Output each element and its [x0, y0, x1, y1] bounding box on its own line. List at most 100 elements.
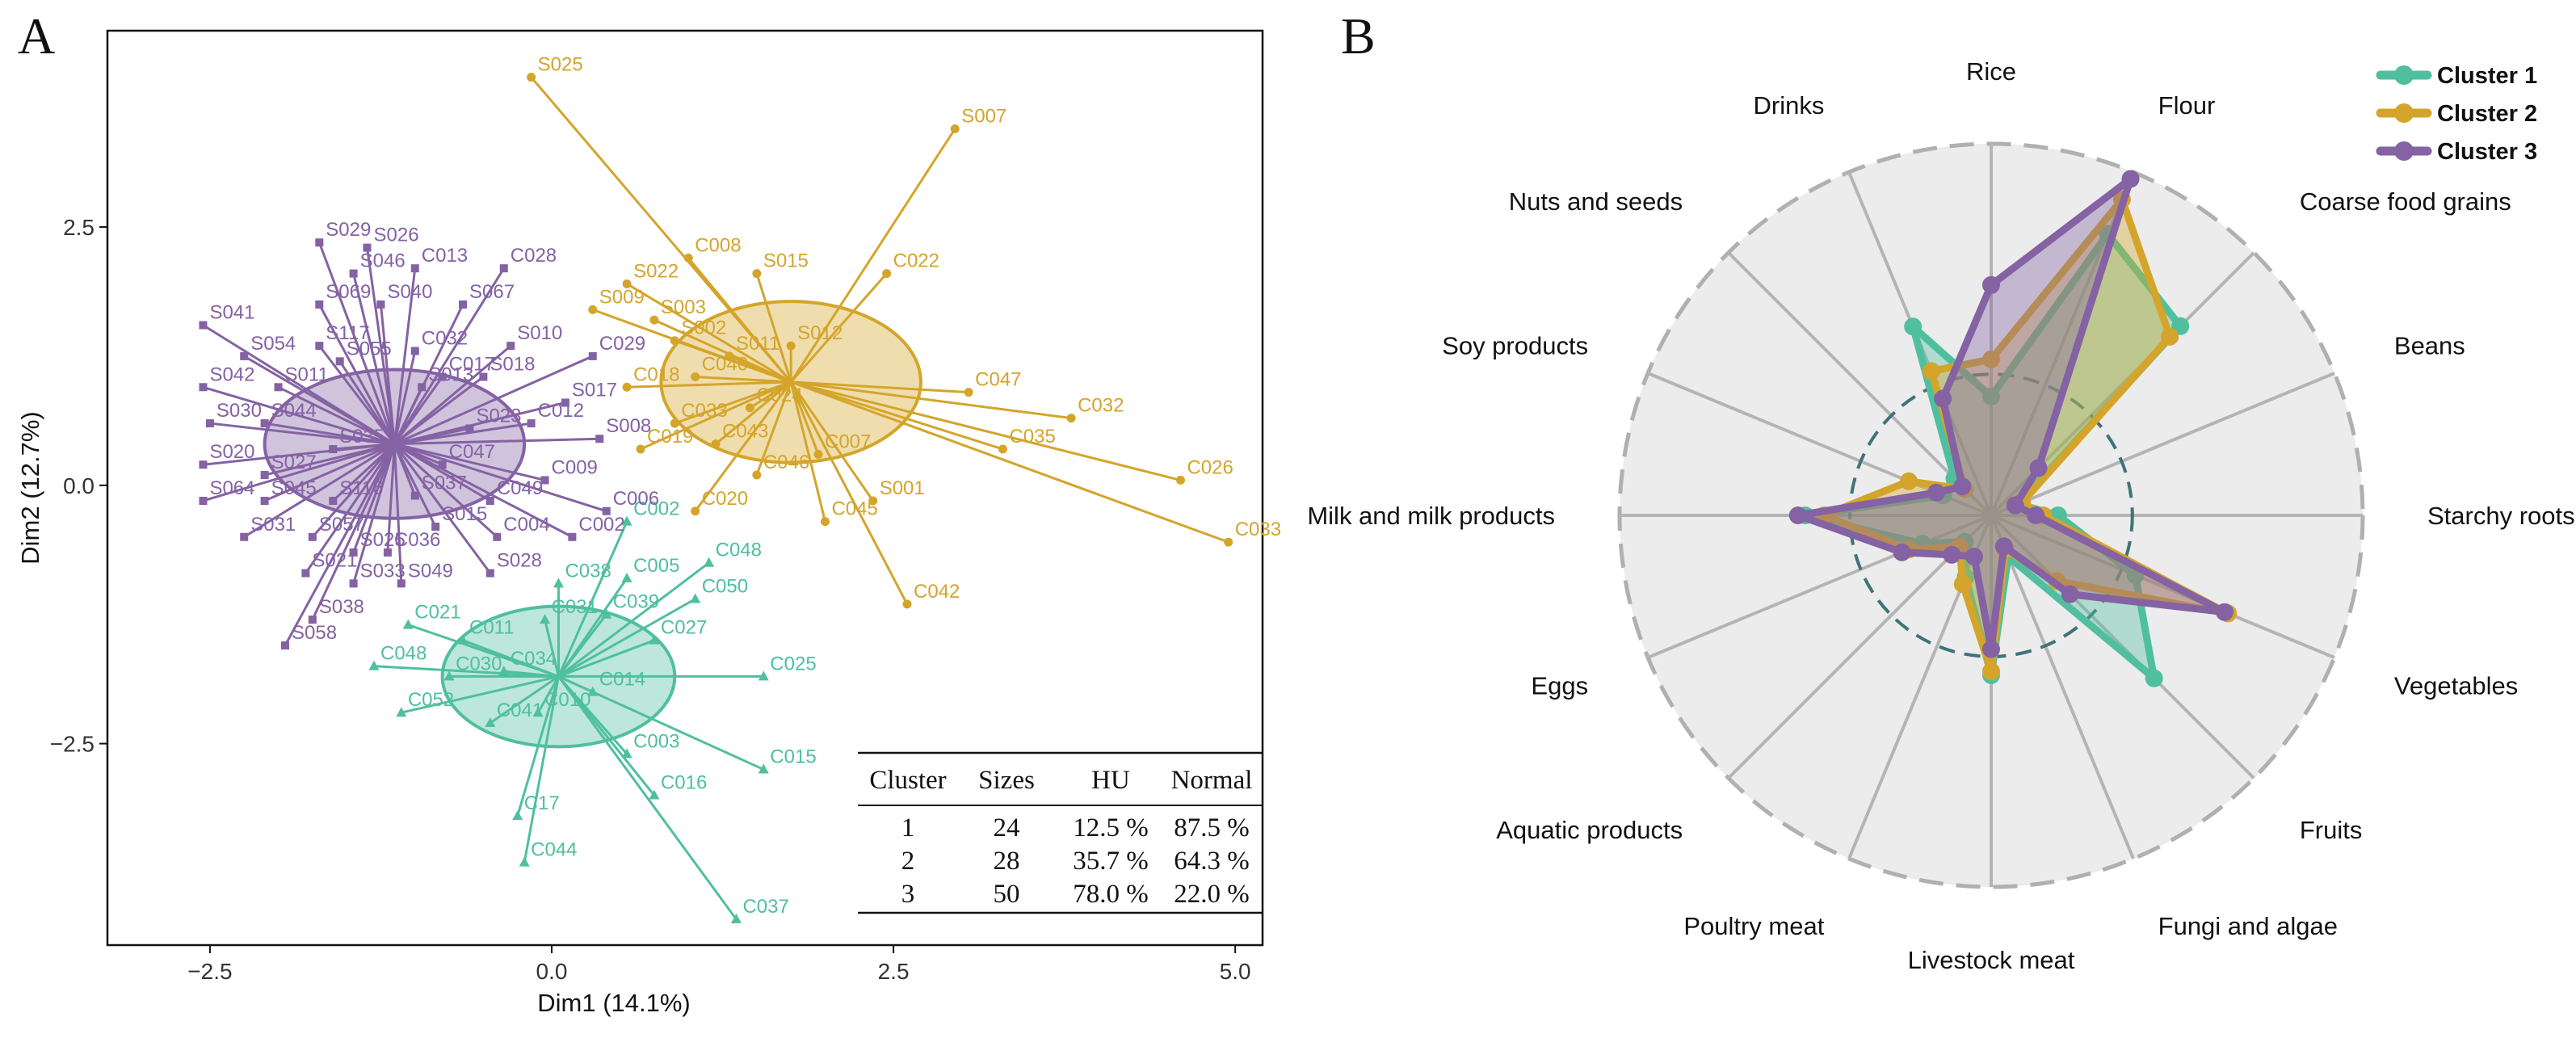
point-label: S011 — [736, 333, 780, 355]
point-label: C043 — [722, 421, 768, 443]
cluster-3-point — [329, 496, 338, 505]
cluster-1-ray — [557, 520, 628, 678]
point-label: C047 — [449, 441, 495, 463]
point-label: C007 — [825, 431, 871, 452]
cluster-3-ray — [386, 443, 396, 553]
point-label: C17 — [524, 792, 560, 814]
point-label: C032 — [1078, 395, 1124, 417]
cluster-2-point — [786, 341, 796, 351]
point-label: C033 — [681, 400, 727, 422]
radar-axis-label: Nuts and seeds — [1509, 187, 1683, 216]
cluster-3-point — [260, 419, 269, 428]
cluster-3-point — [397, 579, 406, 588]
cluster-3-ray — [393, 443, 437, 527]
cluster-2-point — [691, 372, 700, 381]
cluster-3-point — [479, 372, 488, 381]
cluster-1-point — [704, 557, 715, 567]
table-cell-sizes: 50 — [994, 880, 1020, 909]
point-label: S001 — [880, 477, 925, 499]
table-header-sizes: Sizes — [978, 766, 1035, 795]
cluster-1-ray — [462, 639, 559, 678]
cluster-3-ray — [203, 443, 395, 502]
cluster-2-ray — [694, 380, 792, 512]
cluster-3-ray — [277, 385, 396, 445]
cluster-3-point — [410, 347, 419, 355]
point-label: C022 — [893, 250, 939, 272]
cluster-1-point — [512, 810, 523, 821]
cluster-3-point — [376, 300, 385, 309]
cluster-3-ray — [394, 437, 600, 446]
legend: Cluster 1 Cluster 2 Cluster 3 — [2376, 63, 2537, 165]
cluster-2-point — [1224, 537, 1233, 547]
point-label: C016 — [661, 772, 707, 794]
cluster-2-ray — [715, 380, 792, 445]
radar-axis-label: Flour — [2158, 91, 2216, 120]
cluster-3-ray — [305, 443, 396, 574]
cluster-3-radar-point — [1965, 547, 1983, 565]
cluster-2-point — [902, 599, 912, 609]
cluster-2-point — [752, 470, 762, 480]
cluster-1-ray — [490, 675, 560, 725]
cluster-1-ray — [557, 675, 764, 771]
cluster-3-ray — [393, 443, 498, 538]
point-label: S038 — [319, 596, 364, 618]
point-label: S054 — [250, 333, 296, 355]
cluster-3-point — [438, 372, 447, 381]
cluster-3-radar-point — [1982, 275, 2000, 294]
point-label: C041 — [497, 700, 543, 721]
radar-spoke — [1990, 515, 2135, 859]
cluster-2-ray — [790, 380, 1181, 481]
cluster-3-point — [485, 569, 494, 578]
point-label: S008 — [606, 415, 651, 437]
point-label: S069 — [326, 281, 371, 303]
x-axis-title: Dim1 (14.1%) — [537, 989, 691, 1017]
cluster-3-ray — [393, 376, 443, 445]
cluster-3-ray — [352, 273, 396, 444]
legend-swatch-dot — [2394, 103, 2414, 123]
point-label: C048 — [380, 643, 427, 665]
cluster-3-ray — [393, 443, 403, 584]
cluster-1-point — [532, 707, 544, 717]
cluster-3-ray — [393, 443, 607, 513]
cluster-3-ray — [394, 443, 545, 481]
cluster-2-point — [622, 279, 632, 288]
cluster-2-point — [649, 315, 659, 325]
cluster-2-ray — [729, 355, 792, 384]
cluster-3-point — [199, 383, 208, 392]
cluster-3-point — [499, 264, 508, 273]
cluster-3-point — [602, 506, 611, 515]
cluster-3-ray — [264, 422, 395, 446]
point-label: C027 — [661, 617, 707, 639]
cluster-3-ray — [393, 351, 417, 444]
point-label: C038 — [565, 560, 611, 582]
cluster-3-point — [561, 398, 569, 407]
plot-frame — [106, 29, 1264, 947]
cluster-2-radar-point — [1982, 662, 2000, 681]
cluster-1-point — [649, 634, 660, 645]
radar-axis-label: Fungi and algae — [2158, 912, 2338, 940]
cluster-2-ray — [755, 381, 792, 476]
cluster-1-ray — [516, 676, 560, 817]
cluster-3-point — [540, 476, 549, 485]
cluster-3-point — [281, 641, 289, 650]
point-label: S015 — [763, 250, 809, 272]
cluster-1-ray — [401, 674, 559, 714]
radar-spoke — [1990, 372, 2335, 517]
radar-axis-label: Coarse food grains — [2300, 187, 2511, 216]
cluster-2-ray — [789, 128, 956, 383]
cluster-3-point — [485, 496, 494, 505]
y-axis-title: Dim2 (12.7%) — [16, 411, 44, 565]
point-label: C050 — [702, 576, 748, 598]
cluster-3-point — [349, 269, 358, 278]
cluster-3-point — [438, 460, 447, 469]
cluster-3-point — [588, 351, 597, 360]
cluster-3-ray — [317, 242, 396, 445]
point-label: C002 — [578, 514, 624, 536]
point-label: S035 — [339, 426, 385, 448]
cluster-1-point — [621, 515, 632, 526]
cluster-3-point — [274, 383, 283, 392]
cluster-3-ray — [284, 443, 396, 646]
cluster-1-ray — [536, 675, 560, 713]
cluster-2-ray — [687, 257, 792, 383]
cluster-3-ray — [332, 443, 396, 502]
